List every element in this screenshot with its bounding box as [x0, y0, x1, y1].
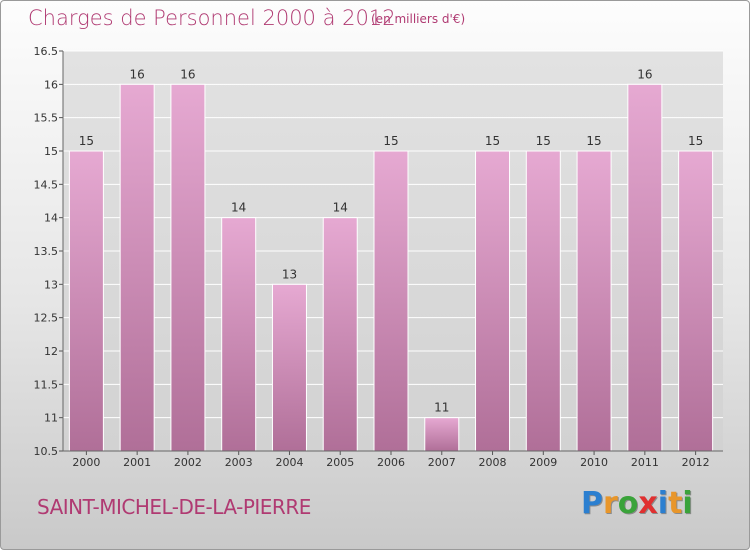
bar-value-label: 14 — [333, 201, 348, 215]
logo-letter: x — [638, 486, 658, 521]
bar — [627, 83, 663, 452]
bar-value-label: 16 — [637, 67, 652, 81]
bar-value-label: 16 — [130, 67, 145, 81]
chart-subtitle: (en milliers d'€) — [371, 12, 466, 26]
y-tick-label: 15 — [44, 145, 58, 158]
chart-title: Charges de Personnel 2000 à 2012 — [28, 6, 396, 30]
bar — [322, 217, 358, 452]
y-tick-label: 15.5 — [34, 112, 59, 125]
y-tick-label: 14 — [44, 212, 58, 225]
logo-letter: r — [603, 486, 618, 521]
commune-name: SAINT-MICHEL-DE-LA-PIERRE — [37, 495, 311, 519]
x-tick-label: 2011 — [631, 456, 659, 469]
bar — [576, 150, 612, 452]
bar — [119, 83, 155, 452]
x-tick-label: 2005 — [326, 456, 354, 469]
bar-value-label: 13 — [282, 267, 297, 281]
bar — [678, 150, 714, 452]
y-tick-label: 14.5 — [34, 178, 59, 191]
logo-letter: i — [682, 486, 693, 521]
y-tick-label: 16 — [44, 78, 58, 91]
x-tick-label: 2004 — [275, 456, 303, 469]
y-tick-label: 12.5 — [34, 312, 59, 325]
logo-letter: P — [581, 486, 603, 521]
y-tick-label: 13.5 — [34, 245, 59, 258]
bar-value-label: 15 — [688, 134, 703, 148]
x-tick-label: 2003 — [225, 456, 253, 469]
x-tick-label: 2012 — [682, 456, 710, 469]
bar — [475, 150, 511, 452]
logo-letter: t — [668, 486, 683, 521]
bar-value-label: 15 — [536, 134, 551, 148]
y-tick-label: 16.5 — [34, 45, 59, 58]
bar — [68, 150, 104, 452]
x-tick-label: 2001 — [123, 456, 151, 469]
x-tick-label: 2008 — [479, 456, 507, 469]
x-tick-label: 2002 — [174, 456, 202, 469]
bar-value-label: 15 — [383, 134, 398, 148]
logo-letter: o — [617, 486, 639, 521]
y-tick-label: 13 — [44, 278, 58, 291]
x-tick-label: 2000 — [72, 456, 100, 469]
bar-value-label: 15 — [586, 134, 601, 148]
proxiti-logo: Proxiti — [581, 486, 693, 521]
bar — [170, 83, 206, 452]
y-tick-label: 12 — [44, 345, 58, 358]
bar — [271, 283, 307, 452]
bar-value-label: 15 — [79, 134, 94, 148]
y-tick-label: 10.5 — [34, 445, 59, 458]
bar — [221, 217, 257, 452]
x-tick-label: 2006 — [377, 456, 405, 469]
bar-value-label: 14 — [231, 201, 246, 215]
x-tick-label: 2009 — [529, 456, 557, 469]
logo-letter: i — [657, 486, 669, 521]
bar-value-label: 15 — [485, 134, 500, 148]
bar — [373, 150, 409, 452]
bar — [424, 417, 460, 452]
x-tick-label: 2007 — [428, 456, 456, 469]
y-tick-label: 11 — [44, 412, 58, 425]
bar-value-label: 16 — [180, 67, 195, 81]
bar-value-label: 11 — [434, 401, 449, 415]
bar — [525, 150, 561, 452]
y-tick-label: 11.5 — [34, 378, 59, 391]
x-tick-label: 2010 — [580, 456, 608, 469]
